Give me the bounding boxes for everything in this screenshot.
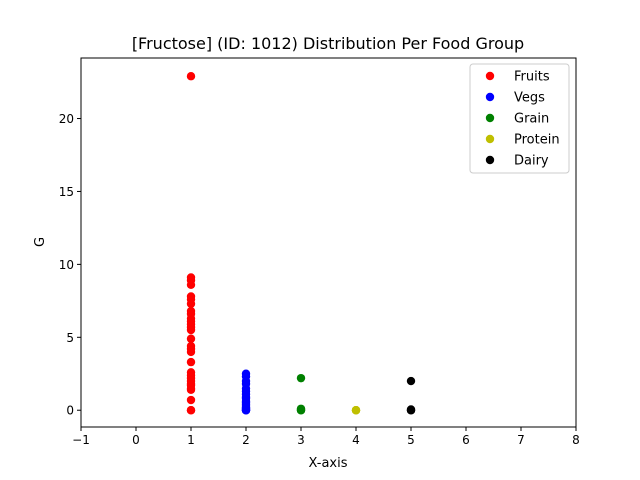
legend-marker-protein xyxy=(485,134,495,144)
data-point-vegs-19 xyxy=(241,406,251,415)
data-point-fruits-3 xyxy=(186,280,196,289)
legend-label-vegs: Vegs xyxy=(514,91,545,106)
y-axis-label: G xyxy=(33,237,48,247)
legend-marker-grain xyxy=(485,113,495,123)
legend-marker-dairy xyxy=(485,155,495,165)
x-tick-label: 1 xyxy=(187,433,195,447)
y-tick-label: 20 xyxy=(59,112,74,126)
data-point-grain-0 xyxy=(296,373,306,383)
data-point-fruits-0 xyxy=(186,72,196,81)
data-point-fruits-13 xyxy=(186,325,196,335)
chart-title: [Fructose] (ID: 1012) Distribution Per F… xyxy=(132,34,524,53)
y-tick-label: 10 xyxy=(59,258,74,272)
y-tick-label: 0 xyxy=(66,404,74,418)
y-tick-label: 5 xyxy=(66,331,74,345)
x-tick-label: 3 xyxy=(297,433,305,447)
x-tick-label: 6 xyxy=(462,433,470,447)
legend-marker-vegs xyxy=(485,92,495,102)
plot-area xyxy=(80,57,577,428)
data-point-fruits-26 xyxy=(186,385,196,395)
legend-label-grain: Grain xyxy=(514,112,549,127)
x-axis-ticks: −1 0 1 2 3 4 5 6 7 8 xyxy=(72,427,580,447)
data-point-fruits-29 xyxy=(186,406,196,415)
data-point-fruits-27 xyxy=(186,395,196,405)
y-axis-ticks: 0 5 10 15 20 xyxy=(59,112,81,418)
data-point-dairy-3 xyxy=(406,406,416,415)
legend-box xyxy=(469,63,570,174)
x-tick-label: 4 xyxy=(352,433,360,447)
data-point-fruits-6 xyxy=(186,299,196,308)
x-tick-label: 7 xyxy=(517,433,525,447)
legend-label-protein: Protein xyxy=(514,133,560,148)
x-axis-label: X-axis xyxy=(309,456,348,471)
data-point-fruits-17 xyxy=(186,347,196,357)
data-point-dairy-0 xyxy=(406,376,416,386)
legend: Fruits Vegs Grain Protein Dairy xyxy=(469,63,570,174)
x-tick-label: 2 xyxy=(242,433,250,447)
data-point-fruits-18 xyxy=(186,357,196,367)
data-point-fruits-14 xyxy=(186,334,196,343)
legend-label-dairy: Dairy xyxy=(514,154,549,169)
data-points xyxy=(186,72,416,415)
y-tick-label: 15 xyxy=(59,185,74,199)
x-tick-label: 0 xyxy=(132,433,140,447)
legend-marker-fruits xyxy=(485,71,495,81)
legend-label-fruits: Fruits xyxy=(514,70,550,85)
data-point-protein-2 xyxy=(351,406,361,415)
data-point-grain-4 xyxy=(296,406,306,415)
x-tick-label: 8 xyxy=(572,433,580,447)
x-tick-label: −1 xyxy=(72,433,90,447)
x-tick-label: 5 xyxy=(407,433,415,447)
